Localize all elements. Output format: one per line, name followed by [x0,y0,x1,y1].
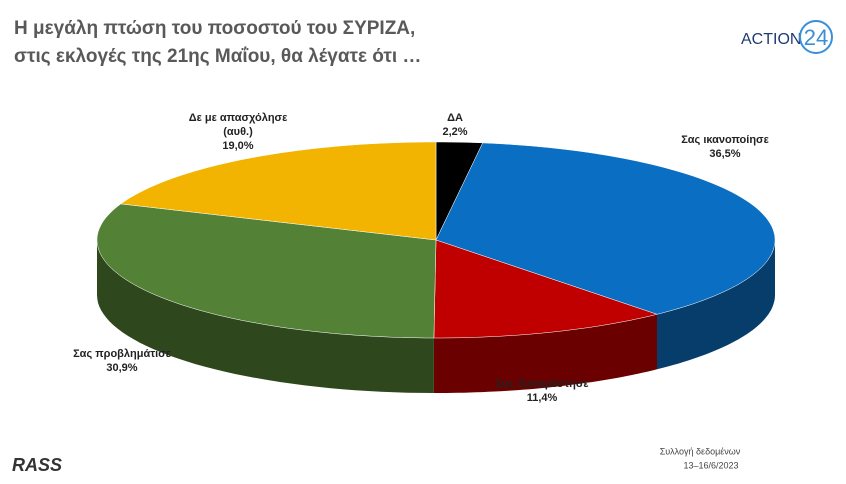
value-label: 36,5% [709,148,741,160]
category-label: Σας ικανοποίησε [681,134,769,146]
brand-number: 24 [804,25,828,50]
chart-title: στις εκλογές της 21ης Μαΐου, θα λέγατε ό… [14,46,422,67]
category-label: Δε με απασχόλησε (αυθ.) [188,112,288,138]
slice-label: Σας δυσαρέστησε 11,4% [495,377,588,405]
slice-label: Δε με απασχόλησε (αυθ.) 19,0% [189,111,288,153]
value-label: 2,2% [442,126,468,138]
footer-dates: 13–16/6/2023 [683,460,738,470]
value-label: 19,0% [222,140,254,152]
slice [433,239,658,339]
brand-circle [799,20,833,54]
slice-side [97,240,434,393]
value-label: 30,9% [106,362,138,374]
slice-label: Σας ικανοποίησε 36,5% [681,133,769,161]
category-label: Σας προβλημάτισε [73,348,171,360]
slice-label: Σας προβλημάτισε 30,9% [73,347,171,375]
slice [96,203,437,339]
slice-label: ΔΑ 2,2% [442,111,467,139]
slice-side [433,314,657,393]
category-label: Σας δυσαρέστησε [495,378,589,390]
value-label: 11,4% [526,392,558,404]
slice-tops [96,141,776,339]
slice [435,142,776,315]
brand-name: ACTION [741,31,801,48]
slice [120,141,437,241]
slice-sides [97,240,775,393]
source-logo: RASS [12,455,62,475]
slice-side [657,240,775,370]
footer-note: Συλλογή δεδομένων [660,446,741,456]
chart-title: Η μεγάλη πτώση του ποσοστού του ΣΥΡΙΖΑ, [14,18,416,39]
category-label: ΔΑ [447,112,463,124]
